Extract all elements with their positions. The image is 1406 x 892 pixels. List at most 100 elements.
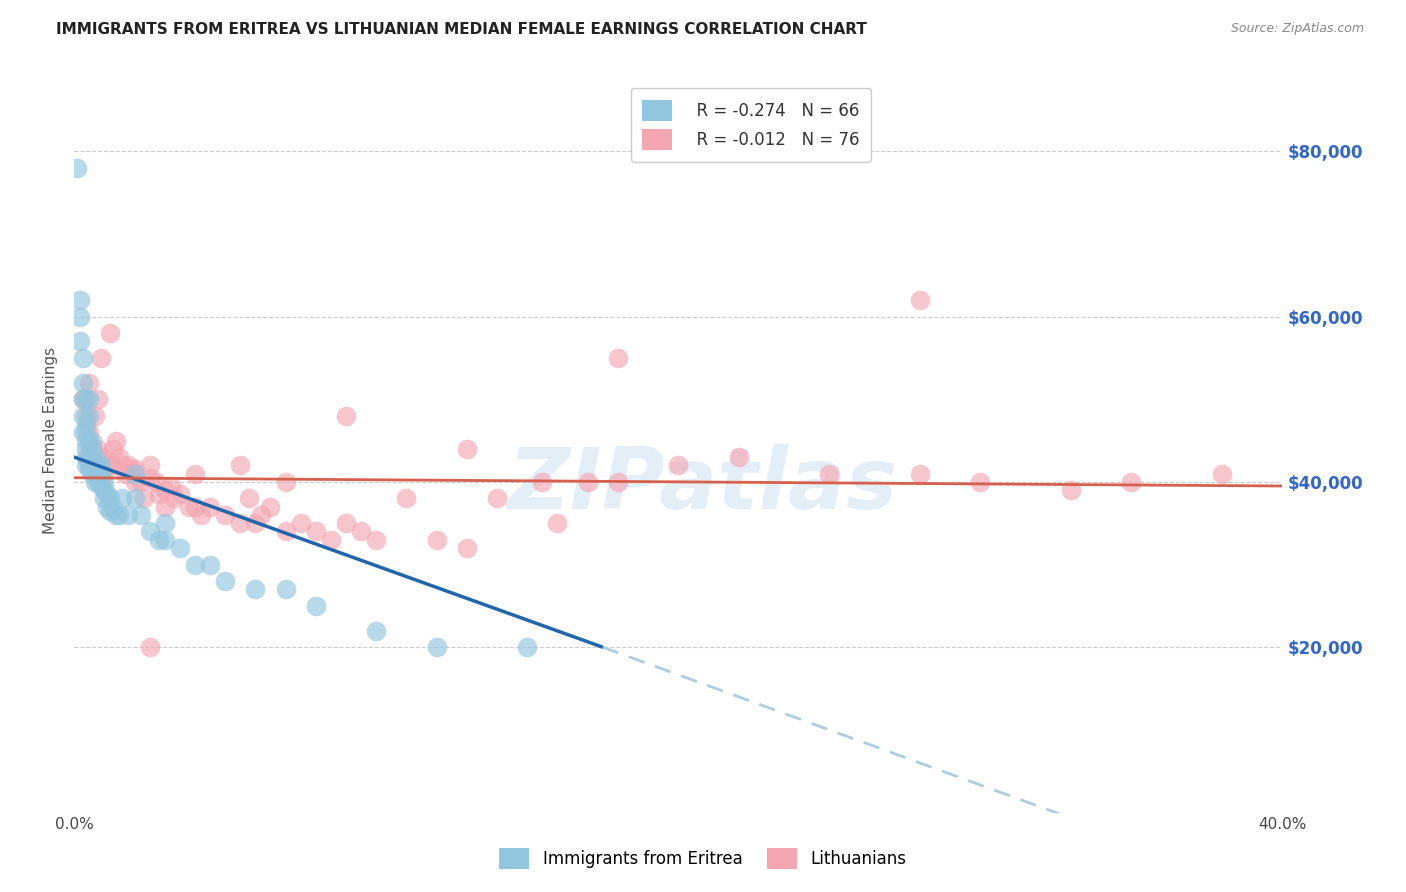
Point [84, 475, 107, 489]
Point [1060, 483, 1083, 497]
Point [485, 491, 508, 506]
Point [108, 450, 131, 464]
Point [77, 462, 100, 476]
Point [75, 434, 97, 448]
Point [456, 442, 478, 456]
Point [319, 533, 342, 547]
Point [198, 558, 221, 572]
Point [184, 500, 207, 514]
Text: IMMIGRANTS FROM ERITREA VS LITHUANIAN MEDIAN FEMALE EARNINGS CORRELATION CHART: IMMIGRANTS FROM ERITREA VS LITHUANIAN ME… [56, 22, 868, 37]
Point [229, 516, 252, 531]
Point [66, 161, 89, 175]
Point [148, 533, 170, 547]
Point [908, 467, 931, 481]
Point [350, 524, 373, 539]
Point [190, 508, 212, 522]
Point [90, 458, 112, 473]
Point [82, 442, 104, 456]
Point [121, 462, 143, 476]
Point [82, 442, 104, 456]
Point [72, 376, 94, 390]
Point [77, 450, 100, 464]
Point [96, 458, 118, 473]
Point [84, 458, 107, 473]
Point [98, 491, 121, 506]
Point [290, 516, 312, 531]
Point [818, 467, 841, 481]
Point [124, 462, 146, 476]
Point [105, 434, 128, 448]
Point [82, 434, 104, 448]
Point [90, 467, 112, 481]
Point [124, 475, 146, 489]
Point [82, 467, 104, 481]
Point [129, 508, 152, 522]
Point [366, 624, 388, 638]
Point [69, 310, 91, 324]
Point [305, 524, 328, 539]
Point [531, 475, 554, 489]
Point [132, 491, 155, 506]
Point [148, 487, 170, 501]
Point [93, 467, 115, 481]
Point [75, 417, 97, 431]
Point [103, 500, 125, 514]
Point [105, 508, 128, 522]
Point [87, 475, 110, 489]
Point [395, 491, 418, 506]
Point [87, 471, 110, 485]
Point [138, 640, 160, 655]
Point [305, 599, 328, 613]
Point [111, 458, 134, 473]
Point [87, 442, 110, 456]
Point [117, 508, 139, 522]
Point [129, 475, 152, 489]
Point [93, 483, 115, 497]
Point [516, 640, 538, 655]
Point [969, 475, 991, 489]
Point [177, 500, 200, 514]
Point [77, 458, 100, 473]
Point [250, 508, 273, 522]
Point [69, 334, 91, 349]
Point [124, 491, 146, 506]
Point [198, 500, 221, 514]
Point [98, 326, 121, 340]
Point [111, 491, 134, 506]
Point [159, 479, 181, 493]
Point [84, 462, 107, 476]
Point [259, 500, 281, 514]
Point [153, 533, 176, 547]
Point [366, 533, 388, 547]
Point [606, 475, 628, 489]
Point [75, 442, 97, 456]
Point [145, 475, 167, 489]
Point [77, 434, 100, 448]
Point [274, 475, 297, 489]
Point [90, 479, 112, 493]
Point [426, 533, 449, 547]
Point [72, 392, 94, 407]
Point [87, 467, 110, 481]
Point [93, 450, 115, 464]
Point [72, 425, 94, 440]
Point [117, 458, 139, 473]
Point [84, 458, 107, 473]
Point [103, 442, 125, 456]
Point [84, 409, 107, 423]
Point [72, 351, 94, 365]
Point [184, 467, 207, 481]
Point [138, 458, 160, 473]
Legend: Immigrants from Eritrea, Lithuanians: Immigrants from Eritrea, Lithuanians [489, 838, 917, 880]
Point [138, 471, 160, 485]
Point [77, 425, 100, 440]
Point [153, 516, 176, 531]
Text: ZIPatlas: ZIPatlas [508, 443, 897, 526]
Point [103, 458, 125, 473]
Point [87, 392, 110, 407]
Point [87, 458, 110, 473]
Point [245, 582, 267, 597]
Point [75, 409, 97, 423]
Point [72, 409, 94, 423]
Point [184, 558, 207, 572]
